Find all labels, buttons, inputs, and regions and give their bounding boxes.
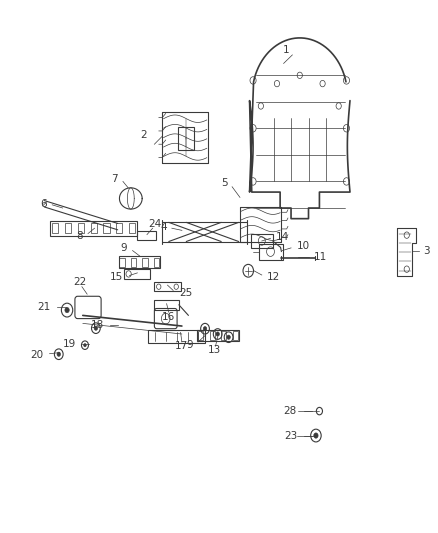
Bar xyxy=(52,223,58,233)
Circle shape xyxy=(65,308,69,313)
Bar xyxy=(50,221,138,236)
Text: 22: 22 xyxy=(74,278,87,287)
Text: 3: 3 xyxy=(424,246,430,255)
Bar xyxy=(258,244,283,260)
Text: 4: 4 xyxy=(160,222,166,232)
Bar xyxy=(91,223,97,233)
Text: 10: 10 xyxy=(297,241,310,251)
Text: 9: 9 xyxy=(186,340,193,350)
Text: 17: 17 xyxy=(175,341,188,351)
Text: 24: 24 xyxy=(148,219,161,229)
Text: 19: 19 xyxy=(63,339,76,349)
Bar xyxy=(197,330,239,342)
Circle shape xyxy=(94,326,98,330)
Bar xyxy=(65,223,71,233)
Text: 14: 14 xyxy=(276,232,289,242)
Text: 15: 15 xyxy=(110,272,123,282)
Bar xyxy=(78,223,84,233)
Bar xyxy=(119,256,160,268)
Text: 7: 7 xyxy=(111,174,118,184)
Circle shape xyxy=(57,352,60,357)
Bar xyxy=(131,258,136,266)
Bar xyxy=(138,231,155,240)
Bar xyxy=(148,330,205,343)
Bar xyxy=(129,223,135,233)
Text: 12: 12 xyxy=(267,272,280,281)
Text: 23: 23 xyxy=(284,431,297,441)
Bar xyxy=(251,233,273,248)
Bar xyxy=(221,332,226,340)
Bar xyxy=(120,258,125,266)
Bar xyxy=(198,332,203,340)
Text: 16: 16 xyxy=(162,312,175,322)
Bar xyxy=(103,223,110,233)
Text: 28: 28 xyxy=(283,406,297,416)
Text: 9: 9 xyxy=(121,244,127,253)
Text: 20: 20 xyxy=(30,350,43,360)
Text: 6: 6 xyxy=(40,199,46,209)
Text: 5: 5 xyxy=(221,177,228,188)
Text: 11: 11 xyxy=(314,252,328,262)
Text: 8: 8 xyxy=(76,231,83,241)
Bar xyxy=(209,332,215,340)
Bar xyxy=(154,258,159,266)
Bar xyxy=(142,258,148,266)
Bar xyxy=(116,223,122,233)
Text: 21: 21 xyxy=(37,302,50,312)
Circle shape xyxy=(216,332,219,336)
Text: 2: 2 xyxy=(140,130,147,140)
Circle shape xyxy=(314,433,318,438)
Text: 13: 13 xyxy=(208,345,221,356)
Bar xyxy=(124,269,150,279)
Circle shape xyxy=(227,335,230,340)
Text: 18: 18 xyxy=(91,320,104,330)
Circle shape xyxy=(203,327,207,331)
Text: 25: 25 xyxy=(179,288,192,298)
Circle shape xyxy=(84,344,86,347)
Text: 1: 1 xyxy=(283,45,290,54)
Bar xyxy=(154,282,180,291)
Bar xyxy=(233,332,238,340)
Bar xyxy=(153,300,179,310)
Bar xyxy=(178,127,194,150)
